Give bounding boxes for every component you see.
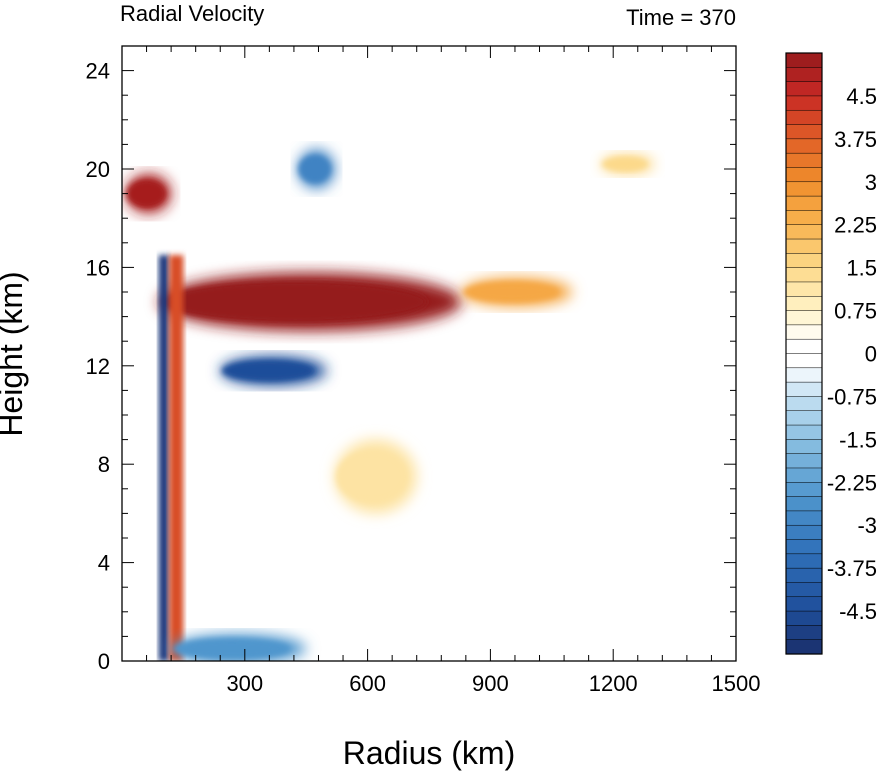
colorbar-label: 3.75 bbox=[834, 127, 877, 152]
colorbar-swatch bbox=[785, 539, 823, 555]
x-tick-label: 300 bbox=[226, 671, 263, 696]
colorbar-swatch bbox=[785, 338, 823, 355]
x-axis: 300 600 900 1200 1500 bbox=[121, 46, 761, 696]
colorbar-label: 4.5 bbox=[846, 84, 877, 109]
field-core-upper-inflow bbox=[298, 155, 331, 183]
colorbar-swatch bbox=[785, 67, 823, 83]
colorbar-swatch bbox=[785, 482, 823, 498]
colorbar-swatch bbox=[785, 553, 823, 569]
colorbar-label: 0.75 bbox=[834, 299, 877, 324]
colorbar-swatch bbox=[785, 95, 823, 111]
field-eyewall-inflow-column bbox=[158, 255, 170, 661]
colorbar-swatch bbox=[785, 52, 823, 68]
colorbar-swatch bbox=[785, 625, 823, 641]
colorbar-swatch bbox=[785, 453, 823, 469]
colorbar-swatch bbox=[785, 124, 823, 140]
colorbar-swatch bbox=[785, 324, 823, 340]
colorbar-swatch bbox=[785, 152, 823, 169]
colorbar-swatch bbox=[785, 496, 823, 512]
colorbar-swatch bbox=[785, 567, 823, 584]
colorbar-swatch bbox=[785, 410, 823, 426]
field-core-inflow-below-jet bbox=[221, 360, 315, 382]
colorbar-swatch bbox=[785, 396, 823, 412]
colorbar-swatch bbox=[785, 639, 823, 655]
y-tick-label: 0 bbox=[98, 649, 110, 674]
field-core-upper-outflow-far bbox=[601, 157, 649, 171]
colorbar-swatch bbox=[785, 367, 823, 383]
colorbar-swatch bbox=[785, 610, 823, 626]
colorbar-swatch bbox=[785, 296, 823, 312]
y-axis-label: Height (km) bbox=[0, 271, 29, 436]
colorbar-label: -4.5 bbox=[839, 599, 877, 624]
x-tick-label: 600 bbox=[349, 671, 386, 696]
field-core-upper-outflow bbox=[126, 179, 166, 208]
colorbar-swatch bbox=[785, 467, 823, 483]
colorbar-swatch bbox=[785, 195, 823, 211]
x-tick-label: 900 bbox=[472, 671, 509, 696]
y-tick-label: 8 bbox=[98, 452, 110, 477]
colorbar-swatch bbox=[785, 524, 823, 541]
colorbar-swatch bbox=[785, 138, 823, 154]
y-tick-label: 20 bbox=[86, 157, 110, 182]
colorbar-swatch bbox=[785, 224, 823, 240]
colorbar-swatch bbox=[785, 181, 823, 197]
colorbar-swatch bbox=[785, 253, 823, 269]
field-core-midlevel-outflow bbox=[336, 450, 408, 503]
colorbar-label: 1.5 bbox=[846, 256, 877, 281]
plot-frame bbox=[121, 45, 737, 662]
colorbar-swatch bbox=[785, 510, 823, 526]
x-tick-label: 1500 bbox=[712, 671, 761, 696]
chart-subtitle: Time = 370 bbox=[626, 5, 736, 30]
colorbar-swatch bbox=[785, 582, 823, 598]
colorbar-swatch bbox=[785, 167, 823, 183]
colorbar-label: 2.25 bbox=[834, 213, 877, 238]
plot-area bbox=[122, 46, 736, 661]
colorbar-label: -1.5 bbox=[839, 427, 877, 452]
colorbar-swatch bbox=[785, 281, 823, 297]
colorbar-label: -3 bbox=[857, 513, 877, 538]
colorbar-frame bbox=[785, 52, 823, 655]
y-tick-label: 16 bbox=[86, 255, 110, 280]
colorbar-label: 0 bbox=[865, 342, 877, 367]
chart-title: Radial Velocity bbox=[120, 1, 264, 26]
colorbar-swatch bbox=[785, 353, 823, 369]
colorbar-label: -3.75 bbox=[827, 556, 877, 581]
colorbar-swatch bbox=[785, 81, 823, 97]
colorbar-swatch bbox=[785, 424, 823, 440]
y-axis: 0 4 8 12 16 20 24 bbox=[86, 45, 736, 674]
y-tick-label: 12 bbox=[86, 354, 110, 379]
y-tick-label: 4 bbox=[98, 551, 110, 576]
colorbar-swatch bbox=[785, 439, 823, 455]
velocity-field bbox=[126, 149, 655, 661]
colorbar-swatch bbox=[785, 267, 823, 283]
colorbar-swatch bbox=[785, 310, 823, 326]
field-eyewall-outflow-column bbox=[169, 255, 184, 661]
colorbar-label: -0.75 bbox=[827, 384, 877, 409]
x-axis-label: Radius (km) bbox=[343, 735, 515, 771]
colorbar-swatch bbox=[785, 210, 823, 226]
colorbar-swatch bbox=[785, 381, 823, 397]
colorbar: 4.5 3.75 3 2.25 1.5 0.75 0 -0.75 -1.5 -2.25 -3 -3.7… bbox=[785, 52, 877, 655]
x-tick-label: 1200 bbox=[589, 671, 638, 696]
colorbar-label: -2.25 bbox=[827, 470, 877, 495]
y-tick-label: 24 bbox=[86, 59, 110, 84]
colorbar-swatch bbox=[785, 109, 823, 126]
colorbar-label: 3 bbox=[865, 170, 877, 195]
field-core-outflow-jet-tail bbox=[463, 281, 560, 303]
colorbar-swatch bbox=[785, 238, 823, 254]
colorbar-swatch bbox=[785, 596, 823, 612]
field-core-outflow-jet bbox=[163, 281, 427, 323]
field-core-boundary-layer-inflow bbox=[173, 638, 291, 660]
